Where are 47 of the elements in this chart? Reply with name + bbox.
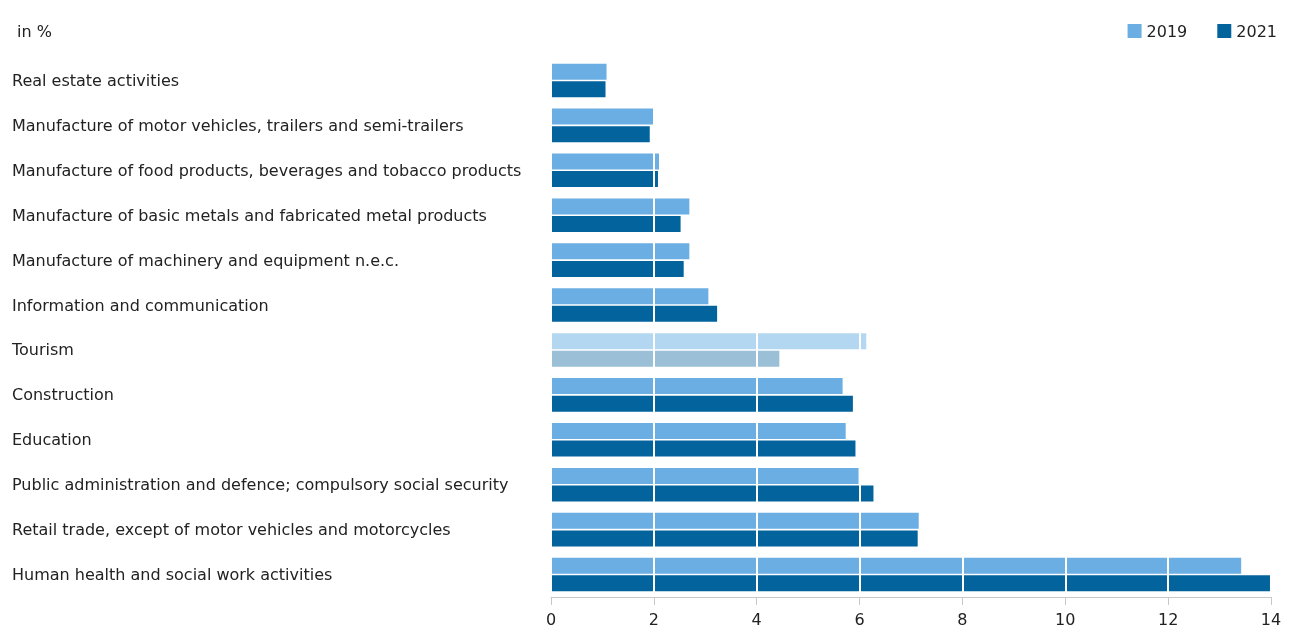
bar [551,333,867,350]
legend-label: 2021 [1236,21,1277,41]
y-tick-label: Construction [12,385,114,405]
y-tick-label: Information and communication [12,295,269,315]
bar [551,260,684,277]
bar [551,440,856,457]
y-tick-label: Tourism [11,340,74,360]
bar [551,216,681,233]
bar [551,467,859,484]
bar [551,305,718,322]
x-tick-label: 6 [854,609,865,629]
bar [551,350,780,367]
y-tick-label: Retail trade, except of motor vehicles and motorcycles [12,520,451,540]
bar [551,395,853,412]
y-tick-label: Manufacture of basic metals and fabricated metal products [12,205,487,225]
bar [551,485,874,502]
x-tick-label: 0 [545,609,557,629]
y-tick-label: Manufacture of machinery and equipment n.e.c. [12,250,399,270]
x-axis-title: in % [17,21,52,41]
x-tick-label: 12 [1157,609,1179,629]
bar [551,81,606,98]
x-tick-label: 2 [648,609,659,629]
bar [551,63,607,80]
x-tick-label: 10 [1055,609,1076,629]
x-tick-label: 14 [1260,609,1282,629]
bar [551,557,1242,574]
bar [551,171,658,188]
y-tick-label: Education [12,430,92,450]
bar [551,378,843,395]
bar [551,422,846,439]
y-tick-label: Public administration and defence; compulsory social security [12,475,509,495]
y-tick-label: Manufacture of food products, beverages and tobacco products [12,160,522,180]
bar [551,530,918,547]
bar [551,243,690,260]
bar [551,288,709,305]
y-tick-label: Real estate activities [12,70,180,90]
bar [551,575,1270,592]
y-tick-label: Human health and social work activities [12,565,333,585]
bar [551,512,919,529]
bar [551,198,690,215]
bar [551,153,659,170]
bar [551,108,655,125]
bar [551,126,650,143]
legend-label: 2019 [1146,21,1188,41]
y-tick-label: Manufacture of motor vehicles, trailers and semi-trailers [12,115,464,135]
x-tick-label: 4 [751,609,762,629]
x-tick-label: 8 [957,609,968,629]
